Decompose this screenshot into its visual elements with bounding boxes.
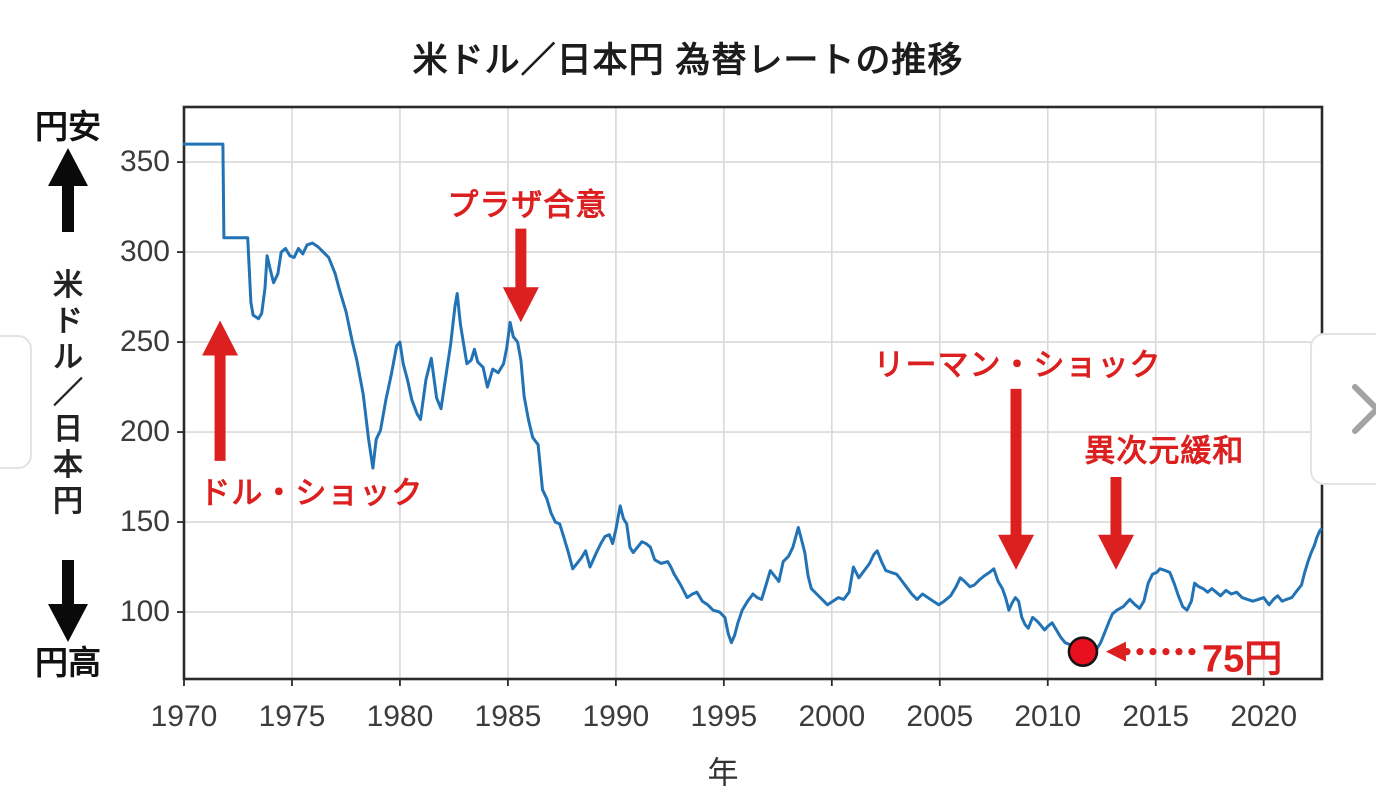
annotation-dollar-shock: ドル・ショック (199, 475, 424, 511)
dotted-arrow-head (1105, 641, 1126, 662)
y-tick-label: 100 (119, 595, 170, 629)
carousel-prev-button[interactable] (0, 335, 32, 469)
annotation-75-yen: 75円 (1201, 638, 1283, 681)
y-axis-label-char: 本 (53, 449, 83, 482)
y-tick-label: 200 (119, 415, 170, 449)
x-tick-label: 2005 (906, 700, 974, 733)
x-tick-label: 1990 (582, 700, 650, 733)
annotation-arrow (202, 320, 239, 461)
y-tick-label: 350 (119, 145, 170, 179)
y-axis-label-char: ド (53, 305, 83, 338)
x-tick-label: 2000 (798, 700, 866, 733)
y-axis-label-char: 日 (53, 413, 83, 446)
yen-weak-label: 円安 (35, 108, 101, 145)
yen-strong-label: 円高 (35, 644, 101, 681)
dotted-line-dot (1149, 648, 1157, 656)
dotted-line-dot (1188, 648, 1196, 656)
y-axis-label-char: 円 (53, 485, 83, 518)
x-tick-label: 2020 (1230, 700, 1298, 733)
y-tick-label: 250 (119, 325, 170, 359)
x-axis-title: 年 (707, 755, 739, 791)
chevron-right-icon (1352, 384, 1376, 434)
x-tick-label: 1995 (690, 700, 758, 733)
x-tick-label: 1975 (258, 700, 326, 733)
annotation-dimensional-easing: 異次元緩和 (1084, 433, 1245, 469)
down-arrow-icon (48, 560, 88, 642)
annotation-arrow (998, 388, 1035, 570)
x-tick-label: 2015 (1122, 700, 1190, 733)
usdjpy-line (182, 142, 1323, 657)
y-axis-label-char: ／ (53, 377, 83, 410)
record-low-marker (1067, 636, 1099, 667)
y-tick-label: 150 (119, 505, 170, 539)
carousel-next-button[interactable] (1310, 333, 1376, 485)
annotation-lehman-shock: リーマン・ショック (873, 347, 1162, 383)
up-arrow-icon (48, 148, 88, 232)
chart-title: 米ドル／日本円 為替レートの推移 (412, 41, 964, 80)
annotation-plaza-accord: プラザ合意 (447, 187, 608, 223)
x-tick-label: 1985 (474, 700, 542, 733)
y-axis-label-char: 米 (53, 269, 83, 302)
x-tick-label: 2010 (1014, 700, 1082, 733)
y-axis-label-char: ル (53, 341, 83, 374)
dotted-line-dot (1175, 648, 1183, 656)
x-tick-label: 1980 (366, 700, 434, 733)
dotted-line-dot (1136, 648, 1144, 656)
y-tick-label: 300 (119, 235, 170, 269)
y-axis-label: 米ドル／日本円 (53, 268, 83, 520)
annotation-arrow (1097, 477, 1134, 570)
annotation-arrow (502, 228, 539, 323)
dotted-line-dot (1162, 648, 1170, 656)
x-tick-label: 1970 (150, 700, 218, 733)
